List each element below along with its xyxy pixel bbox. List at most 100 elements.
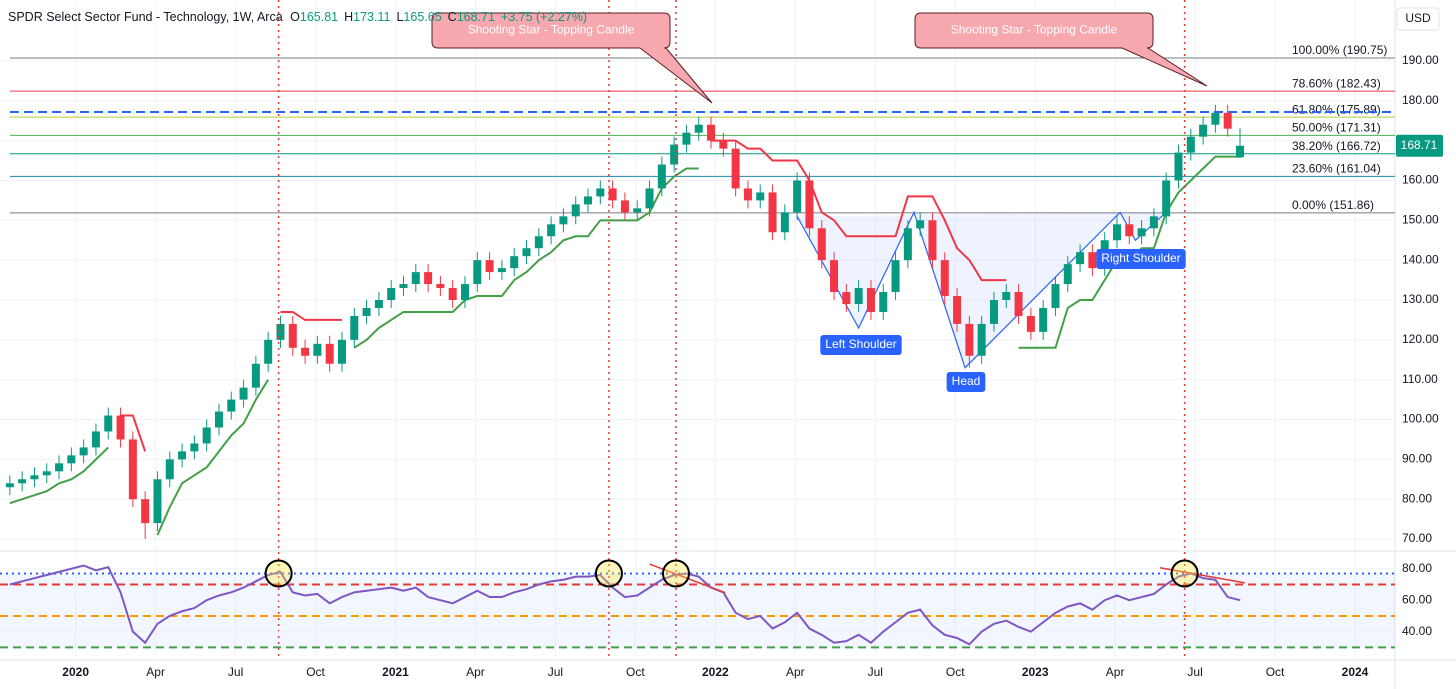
x-tick-label: Apr [1106, 665, 1125, 679]
candle-body [214, 411, 223, 428]
rsi-highlight [264, 559, 293, 588]
candle-body [817, 228, 826, 261]
candle-body [682, 132, 691, 145]
x-tick-label: Apr [786, 665, 805, 679]
candle-body [1014, 292, 1023, 316]
callout-text: Shooting Star - Topping Candle [468, 23, 635, 37]
candle-body [313, 343, 322, 356]
x-tick-label: 2021 [382, 665, 409, 679]
candle-body [1199, 124, 1208, 137]
rsi-trendline [1159, 567, 1246, 584]
y-tick-label: 130.00 [1402, 292, 1439, 306]
candle-body [178, 451, 187, 460]
candle-body [42, 471, 51, 476]
candle-body [596, 188, 605, 197]
price-badge [1396, 134, 1443, 157]
candle-body [362, 307, 371, 316]
candle-body [657, 164, 666, 189]
header-value: 165.81 [299, 10, 339, 24]
candle-body [879, 292, 888, 312]
candle-body [1211, 112, 1220, 125]
callout-box [914, 12, 1208, 87]
currency: USD [1405, 11, 1431, 25]
candle-body [399, 284, 408, 289]
candle-body [424, 272, 433, 285]
candle-body [104, 415, 113, 432]
candle-body [497, 268, 506, 273]
legend-header: SPDR Select Sector Fund - Technology, 1W… [8, 10, 587, 24]
candle-body [559, 216, 568, 225]
candle-body [1051, 284, 1060, 308]
candle-body [1174, 152, 1183, 181]
y-tick-label: 60.00 [1402, 592, 1432, 606]
candle-body [719, 140, 728, 149]
candle-body [965, 323, 974, 356]
rsi-band [0, 573, 1395, 648]
candle-body [1223, 112, 1232, 129]
y-tick-label: 150.00 [1402, 212, 1439, 226]
candle-body [165, 459, 174, 480]
candle-body [571, 204, 580, 217]
candle-body [694, 124, 703, 133]
y-tick-label: 80.00 [1402, 491, 1432, 505]
candle-body [128, 439, 137, 500]
rsi-highlight [661, 559, 690, 588]
candle-body [55, 463, 64, 472]
currency-box [1396, 7, 1440, 31]
candle-body [387, 288, 396, 300]
candle-body [350, 315, 359, 340]
candle-body [473, 260, 482, 285]
supertrend-line [9, 155, 1240, 536]
fib-label: 23.60% (161.04) [1292, 162, 1381, 176]
candle-body [67, 455, 76, 464]
candle-body [202, 427, 211, 444]
header-change: +3.75 (+2.27%) [500, 10, 588, 24]
x-tick-label: 2024 [1342, 665, 1369, 679]
candle-body [534, 236, 543, 249]
y-tick-label: 70.00 [1402, 531, 1432, 545]
y-tick-label: 140.00 [1402, 252, 1439, 266]
rsi-highlight [1170, 559, 1199, 588]
symbol-title: SPDR Select Sector Fund - Technology, 1W… [8, 10, 283, 24]
candle-body [977, 323, 986, 356]
y-tick-label: 120.00 [1402, 332, 1439, 346]
candle-body [1039, 307, 1048, 332]
y-tick-label: 90.00 [1402, 452, 1432, 466]
candle-body [891, 260, 900, 293]
x-tick-label: 2023 [1022, 665, 1049, 679]
candle-body [633, 208, 642, 213]
x-tick-label: Jul [228, 665, 243, 679]
x-tick-label: Apr [146, 665, 165, 679]
candle-body [276, 323, 285, 340]
candle-body [1076, 252, 1085, 265]
header-value: 165.65 [403, 10, 442, 24]
candle-body [1186, 136, 1195, 153]
candle-body [153, 479, 162, 524]
candle-body [989, 299, 998, 324]
x-tick-label: Oct [946, 665, 965, 679]
candle-body [522, 248, 531, 257]
candle-body [793, 180, 802, 213]
candle-body [768, 192, 777, 233]
candle-body [903, 228, 912, 261]
candle-body [1026, 315, 1035, 332]
candle-body [239, 387, 248, 400]
candle-body [707, 124, 716, 141]
y-tick-label: 160.00 [1402, 173, 1439, 187]
candle-body [756, 192, 765, 201]
price-badge-label: 168.71 [1401, 138, 1438, 152]
supertrend-line [120, 139, 1007, 452]
candle-body [436, 284, 445, 289]
candle-body [448, 288, 457, 300]
candle-body [91, 431, 100, 448]
candle-body [337, 339, 346, 364]
candle-body [584, 196, 593, 205]
pattern-label: Head [952, 374, 981, 388]
y-tick-label: 190.00 [1402, 53, 1439, 67]
head-shoulders-pattern [796, 210, 1167, 369]
x-tick-label: Oct [626, 665, 645, 679]
candle-body [731, 148, 740, 189]
pattern-label-box [946, 372, 986, 392]
y-tick-label: 80.00 [1402, 561, 1432, 575]
